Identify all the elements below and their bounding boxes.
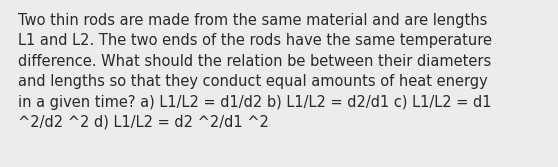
Text: Two thin rods are made from the same material and are lengths
L1 and L2. The two: Two thin rods are made from the same mat… — [18, 13, 492, 130]
